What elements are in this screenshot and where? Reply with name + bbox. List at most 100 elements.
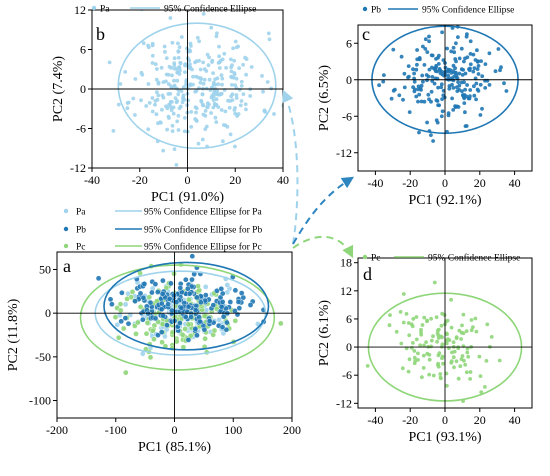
data-point-pc [449, 297, 453, 302]
data-point-pb [440, 109, 445, 114]
data-point-pa [174, 163, 179, 167]
data-point-pc [129, 288, 136, 295]
data-point-pc [425, 318, 429, 323]
data-point-pa [206, 63, 211, 68]
data-point-pa [177, 45, 182, 49]
data-point-pb [459, 46, 464, 51]
data-point-pb [415, 57, 420, 62]
data-point-pc [414, 337, 419, 342]
data-point-pb [439, 114, 444, 119]
data-point-pc [179, 331, 186, 338]
data-point-pa [244, 107, 248, 112]
data-point-pc [459, 337, 463, 341]
data-point-pb [496, 47, 501, 51]
x-axis-label: PC1 (91.0%) [151, 190, 224, 205]
data-point-pb [430, 65, 434, 70]
data-point-pa [133, 77, 138, 81]
data-point-pa [211, 82, 216, 87]
data-point-pc [416, 351, 420, 356]
data-point-pb [196, 318, 203, 325]
data-point-pa [262, 108, 267, 113]
data-point-pb [447, 84, 452, 88]
data-point-pa [260, 74, 264, 78]
panel-a: -200 -100 0 100 200 -100 -50 0 50 PC1 (85.1%) PC2 … [6, 207, 301, 456]
data-point-pc [412, 349, 417, 353]
data-point-pa [215, 76, 220, 81]
y-tick-label: 0 [346, 340, 352, 354]
x-tick-label: 0 [172, 423, 178, 437]
data-point-pb [463, 71, 468, 76]
data-point-pa [214, 120, 219, 124]
data-point-pc [441, 361, 445, 366]
data-point-pa [233, 106, 237, 110]
data-point-pa [181, 85, 186, 90]
data-point-pa [231, 75, 236, 80]
data-point-pb [158, 300, 165, 307]
data-point-pb [173, 299, 180, 305]
data-point-pa [200, 92, 205, 96]
data-point-pb [406, 64, 411, 68]
data-point-pb [219, 324, 226, 331]
data-point-pc [112, 314, 119, 320]
data-point-pa [166, 72, 171, 77]
y-axis-label: PC2 (11.8%) [6, 298, 21, 371]
data-point-pb [223, 326, 230, 333]
data-point-pb [160, 312, 166, 319]
data-point-pa [171, 111, 176, 116]
data-point-pb [422, 63, 427, 67]
data-point-pb [159, 290, 166, 297]
data-point-pb [192, 307, 199, 313]
data-point-pa [187, 58, 192, 63]
data-point-pa [183, 116, 187, 120]
data-point-pc [438, 372, 443, 376]
data-point-pc [211, 327, 218, 334]
data-point-pb [487, 51, 492, 56]
data-point-pb [423, 47, 428, 51]
data-point-pb [476, 64, 481, 68]
data-point-pa [139, 98, 143, 103]
data-point-pb [476, 59, 480, 64]
data-point-pb [219, 290, 226, 297]
data-point-pb [427, 97, 431, 102]
x-tick-label: -200 [46, 423, 68, 437]
data-point-pa [211, 105, 216, 110]
data-point-pa [220, 76, 225, 81]
data-point-pc [388, 313, 392, 317]
data-point-pb [479, 59, 483, 63]
data-point-pb [118, 318, 124, 325]
data-point-pb [198, 299, 204, 306]
data-point-pa [229, 57, 233, 62]
x-tick-label: 0 [185, 173, 191, 187]
data-point-pa [194, 74, 199, 79]
data-point-pa [177, 106, 182, 111]
data-point-pb [147, 299, 154, 306]
data-point-pb [457, 56, 462, 61]
data-point-pa [241, 62, 246, 67]
data-point-pb [415, 48, 419, 52]
y-tick-label: -12 [336, 396, 352, 410]
y-axis-label: PC2 (6.1%) [317, 300, 332, 366]
y-tick-label: -6 [342, 368, 352, 382]
data-point-pb [236, 305, 243, 311]
data-point-pa [193, 117, 198, 121]
data-point-pb [446, 73, 451, 78]
data-point-pc [429, 338, 434, 343]
data-point-pb [425, 120, 429, 125]
data-point-pb [439, 85, 444, 90]
data-point-pb [455, 76, 460, 81]
x-tick-label: 100 [224, 423, 242, 437]
panel-letter-a: a [63, 256, 71, 276]
x-tick-label: -20 [402, 413, 418, 427]
data-point-pb [158, 329, 165, 335]
data-point-pb [427, 39, 431, 44]
data-point-pb [417, 130, 421, 135]
x-tick-label: 200 [283, 423, 301, 437]
legend-label: 95% Confidence Ellipse [164, 4, 256, 15]
data-point-pb [178, 305, 185, 311]
data-point-pc [413, 359, 418, 363]
data-point-pb [451, 86, 456, 90]
data-point-pa [230, 98, 235, 102]
data-point-pa [150, 96, 155, 100]
data-point-pa [169, 108, 174, 113]
data-point-pc [137, 304, 144, 310]
